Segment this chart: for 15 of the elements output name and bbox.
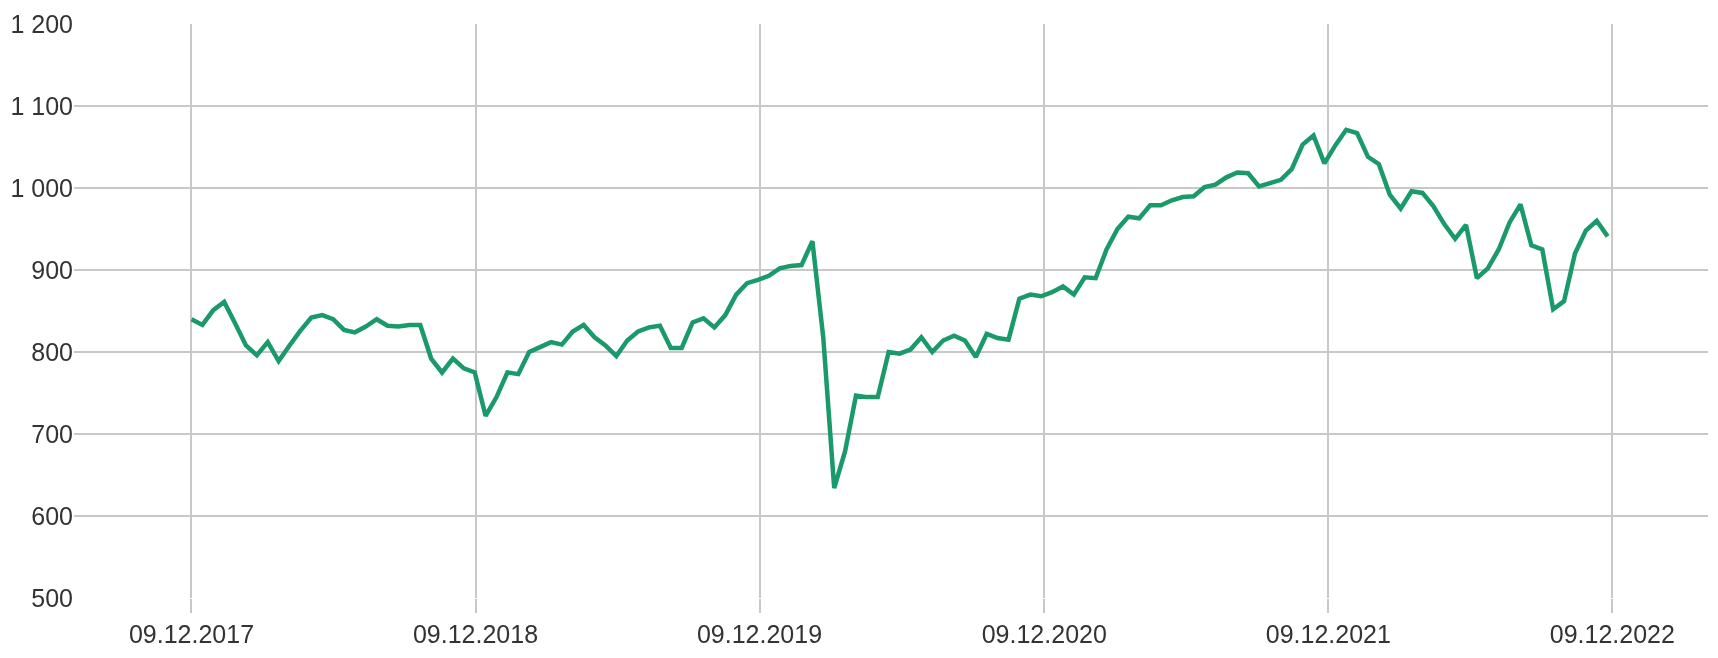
- x-tick-label: 09.12.2019: [696, 620, 823, 648]
- line-series: [189, 127, 1610, 491]
- y-tick-label: 1 100: [10, 91, 73, 120]
- y-tick-label: 700: [31, 419, 73, 448]
- x-tick-label: 09.12.2022: [1549, 620, 1675, 648]
- x-tick-label: 09.12.2020: [981, 620, 1107, 648]
- y-tick-label: 1 200: [10, 9, 73, 38]
- x-tick-label: 09.12.2018: [412, 620, 539, 648]
- y-tick-label: 900: [31, 255, 73, 284]
- x-tick-label: 09.12.2021: [1265, 620, 1391, 648]
- y-tick-label: 500: [31, 583, 73, 612]
- y-tick-label: 600: [31, 501, 73, 530]
- y-tick-label: 1 000: [10, 173, 73, 202]
- x-tick-label: 09.12.2017: [128, 620, 255, 648]
- y-tick-label: 800: [31, 337, 73, 366]
